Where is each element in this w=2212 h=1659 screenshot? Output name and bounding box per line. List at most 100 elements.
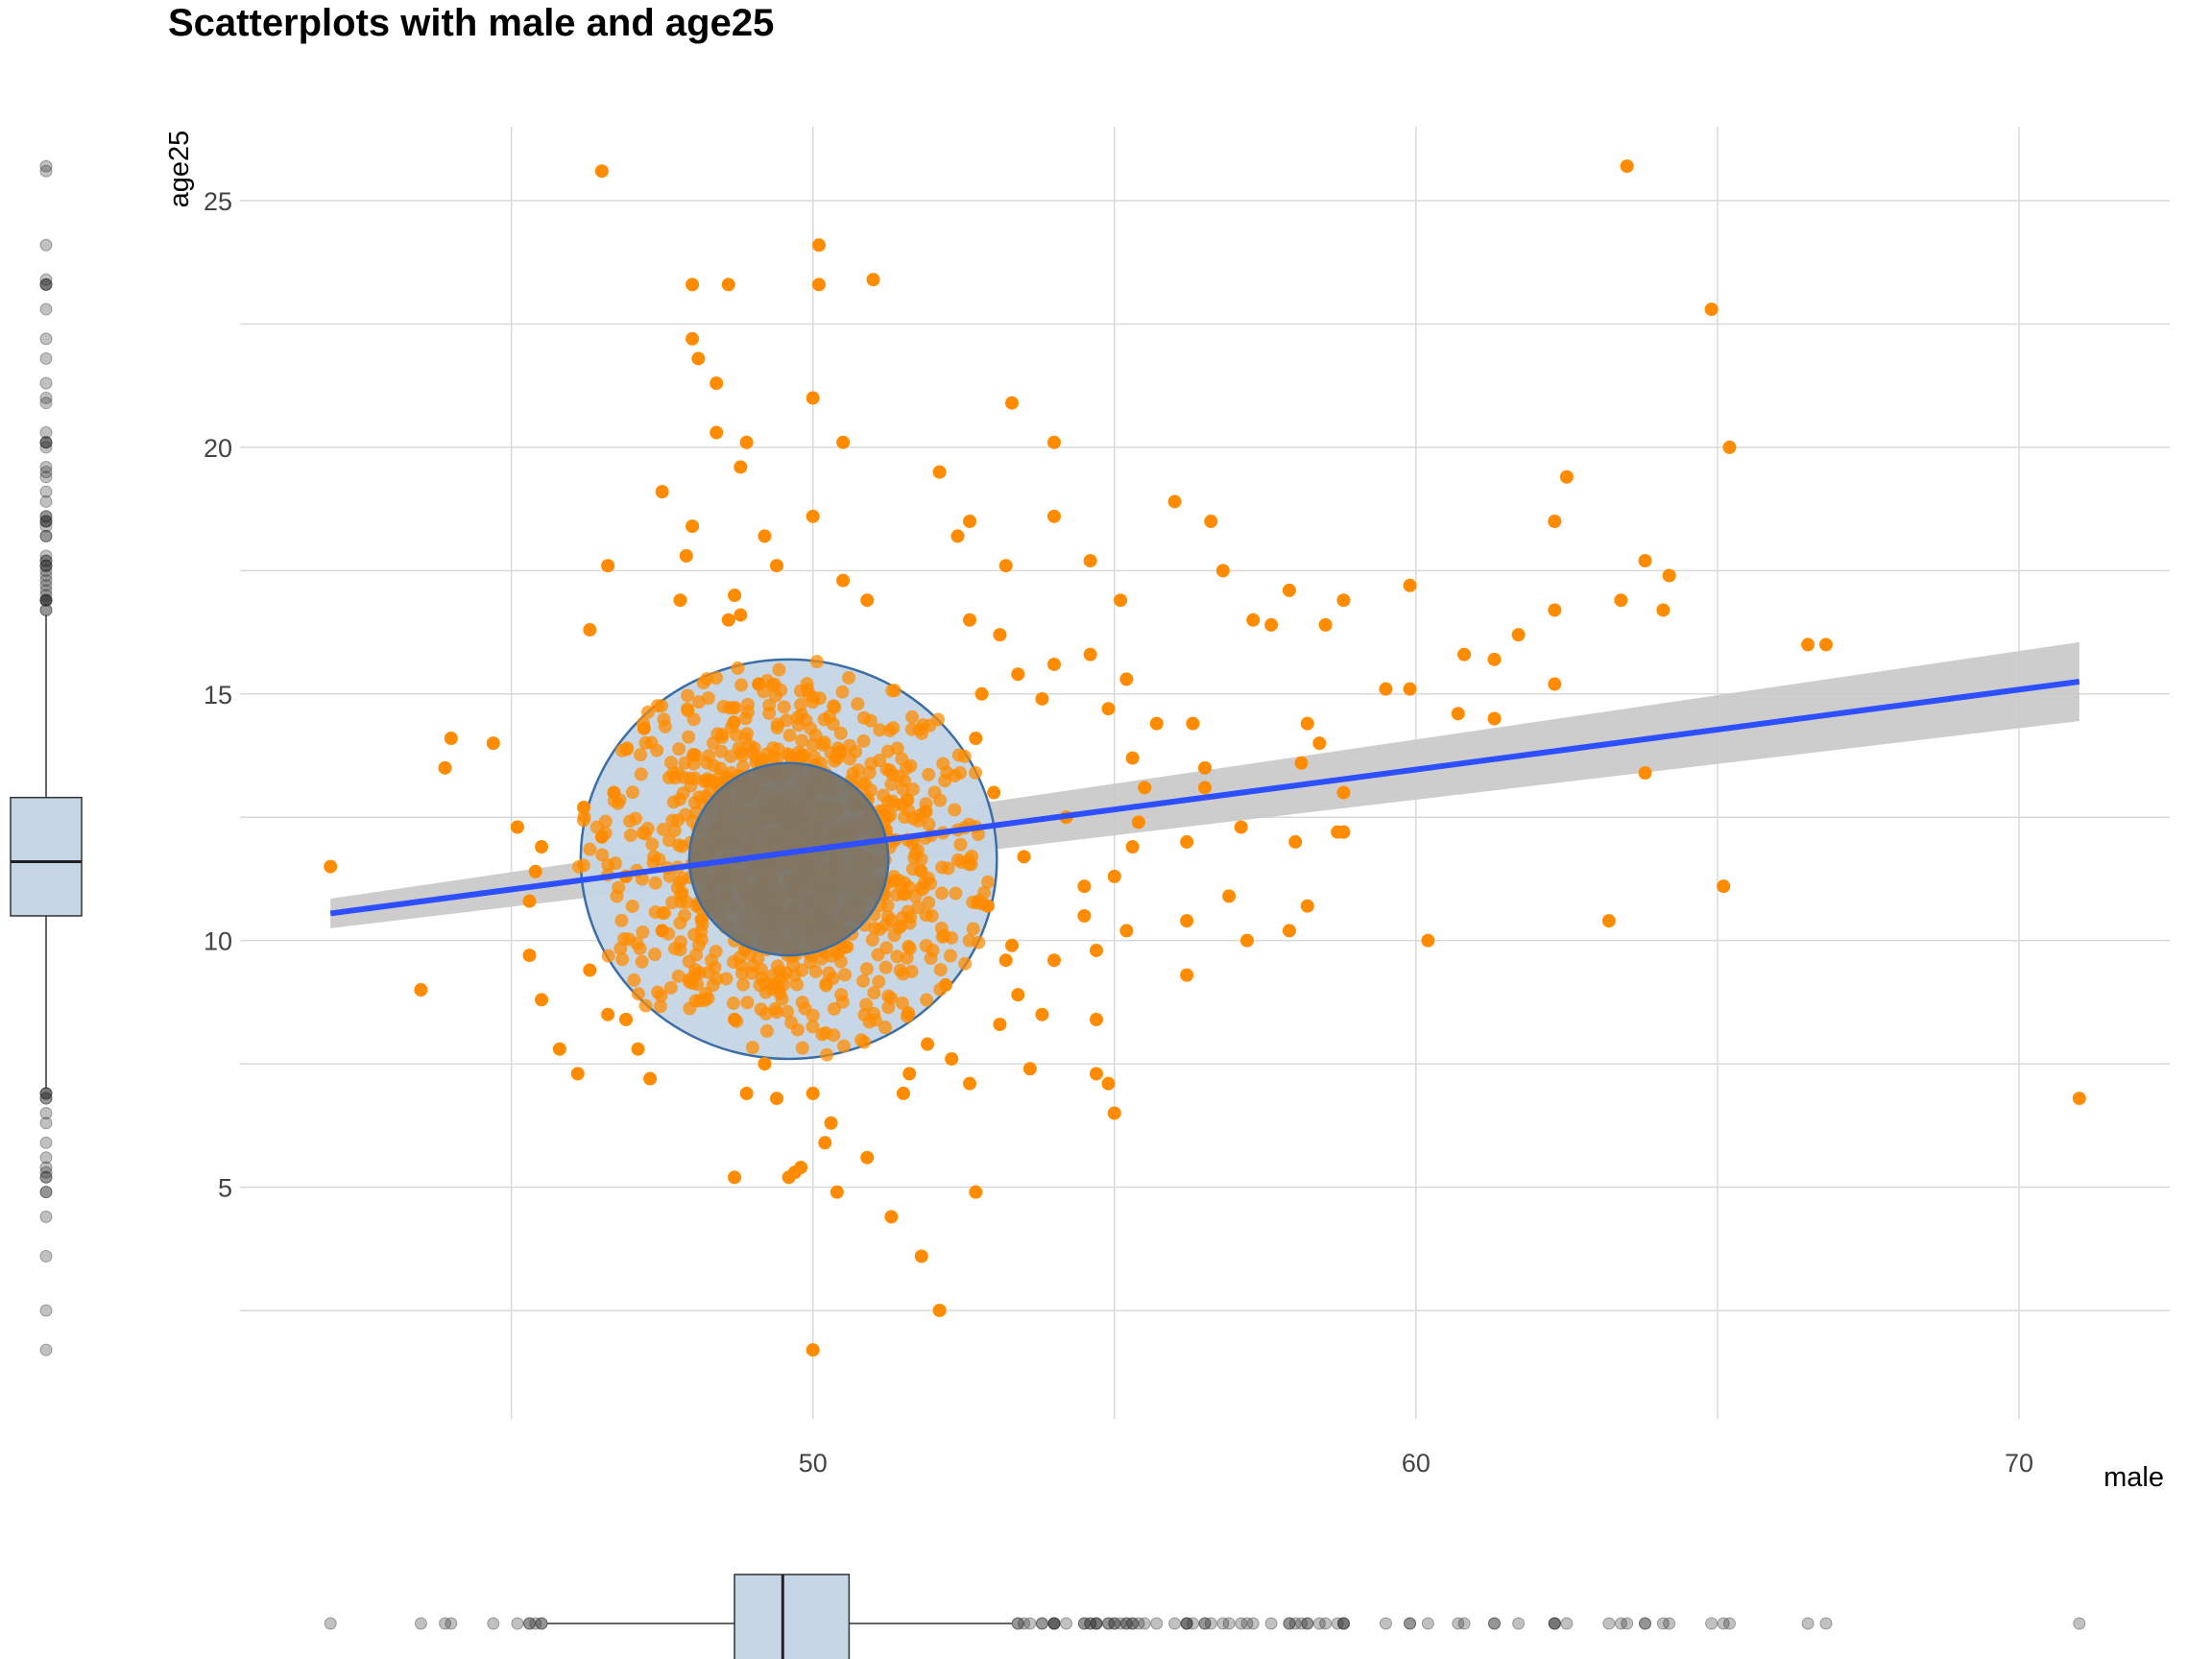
scatter-point	[781, 1004, 795, 1019]
scatter-point	[922, 896, 936, 910]
scatter-point	[902, 1067, 917, 1081]
scatter-point	[963, 613, 977, 627]
x-outlier-point	[1457, 1617, 1471, 1630]
y-outlier-point	[39, 1170, 53, 1184]
scatter-point	[768, 688, 782, 703]
scatter-point	[1222, 889, 1237, 903]
scatter-point	[993, 628, 1007, 642]
scatter-point	[733, 608, 748, 622]
y-outlier-point	[39, 1106, 53, 1119]
scatter-point	[905, 782, 920, 797]
scatter-point	[950, 529, 965, 543]
scatter-point	[666, 795, 681, 809]
inner-ellipse-layer	[687, 761, 890, 957]
scatter-point	[570, 1067, 585, 1081]
scatter-point	[683, 973, 697, 987]
scatter-point	[685, 331, 700, 346]
scatter-point	[846, 766, 860, 781]
scatter-point	[1722, 440, 1737, 454]
scatter-point	[958, 956, 973, 971]
y-outlier-point	[39, 332, 53, 346]
x-outlier-point	[1560, 1617, 1574, 1630]
scatter-point	[522, 894, 537, 908]
y-outlier-point	[39, 559, 53, 572]
scatter-point	[673, 593, 687, 608]
scatter-point	[819, 976, 833, 991]
x-outlier-point	[535, 1617, 548, 1630]
scatter-point	[726, 954, 740, 969]
scatter-point	[787, 968, 802, 982]
scatter-point	[595, 848, 610, 862]
y-outlier-point	[39, 515, 53, 528]
scatter-point	[833, 726, 848, 740]
scatter-point	[733, 460, 748, 474]
scatter-point	[807, 750, 822, 764]
scatter-point	[1457, 647, 1472, 661]
scatter-point	[920, 993, 934, 1007]
scatter-point	[672, 742, 686, 757]
x-outlier-point	[1336, 1617, 1350, 1630]
scatter-point	[1282, 924, 1296, 938]
y-outlier-point	[39, 277, 53, 291]
x-outlier-point	[1090, 1617, 1103, 1630]
scatter-point	[1035, 1007, 1049, 1022]
scatter-point	[777, 700, 791, 714]
scatter-point	[879, 941, 894, 955]
scatter-point	[806, 690, 821, 705]
scatter-point	[739, 1086, 754, 1100]
scatter-point	[1101, 702, 1116, 716]
scatter-point	[1180, 914, 1194, 928]
y-outlier-point	[39, 603, 53, 616]
x-outlier-point	[1404, 1617, 1417, 1630]
scatter-point	[818, 1025, 832, 1040]
x-outlier-point	[1404, 1617, 1417, 1630]
scatter-point	[931, 712, 946, 727]
x-outlier-point	[1319, 1617, 1333, 1630]
y-outlier-point	[39, 1186, 53, 1199]
scatter-point	[921, 1037, 935, 1051]
scatter-point	[629, 811, 643, 826]
scatter-point	[607, 785, 621, 800]
scatter-point	[887, 684, 902, 698]
scatter-point	[805, 1020, 820, 1034]
scatter-point	[1601, 914, 1616, 928]
scatter-point	[1403, 682, 1417, 696]
scatter-point	[646, 855, 661, 870]
x-outlier-point	[2073, 1617, 2086, 1630]
scatter-point	[1300, 899, 1314, 913]
x-outlier-point	[1548, 1617, 1561, 1630]
scatter-point	[856, 974, 871, 988]
scatter-point	[486, 736, 500, 751]
regression-layer	[329, 678, 2080, 917]
scatter-point	[715, 731, 730, 745]
scatter-point	[1131, 815, 1145, 830]
x-outlier-point	[324, 1617, 337, 1630]
x-outlier-point	[1548, 1617, 1561, 1630]
y-outlier-point	[39, 1151, 53, 1165]
x-outlier-point	[1119, 1617, 1133, 1630]
scatter-point	[1451, 707, 1465, 721]
scatter-point	[709, 945, 723, 959]
x-outlier-point	[1047, 1617, 1061, 1630]
scatter-point	[619, 1012, 633, 1026]
scatter-point	[577, 809, 591, 824]
x-outlier-point	[1488, 1617, 1501, 1630]
scatter-point	[998, 953, 1013, 968]
x-outlier-point	[1119, 1617, 1133, 1630]
scatter-point	[736, 977, 751, 992]
scatter-point	[552, 1042, 566, 1056]
scatter-point	[901, 804, 915, 818]
x-outlier-point	[1301, 1617, 1314, 1630]
scatter-point	[682, 954, 696, 969]
scatter-point	[901, 793, 915, 807]
x-outlier-point	[1108, 1617, 1121, 1630]
scatter-point	[653, 999, 667, 1014]
y-outlier-point	[39, 574, 53, 588]
scatter-point	[719, 972, 733, 986]
scatter-point	[438, 760, 452, 775]
scatter-point	[1336, 785, 1351, 800]
y-tick-label: 10	[204, 927, 232, 956]
scatter-point	[724, 766, 738, 781]
scatter-point	[970, 896, 984, 910]
